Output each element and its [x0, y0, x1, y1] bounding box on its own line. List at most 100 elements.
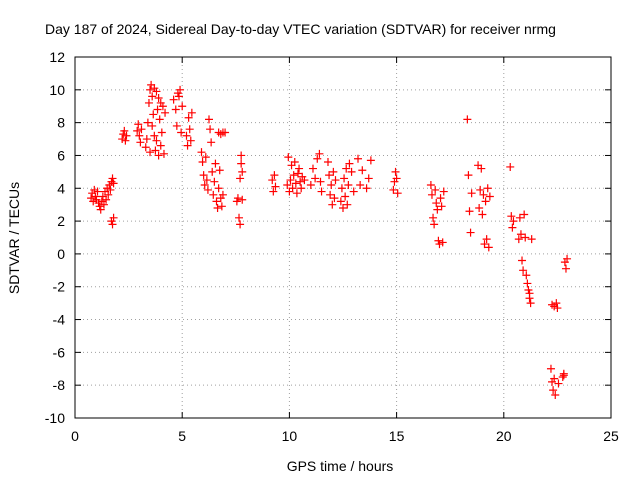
data-point: [429, 213, 438, 222]
data-point: [389, 185, 398, 194]
data-point: [308, 164, 317, 173]
data-point: [291, 179, 300, 188]
data-point: [347, 167, 356, 176]
plot-frame: [74, 56, 612, 419]
data-point: [527, 235, 536, 244]
data-point: [316, 177, 325, 186]
data-point: [148, 92, 157, 101]
data-point: [157, 128, 166, 137]
data-point: [354, 154, 363, 163]
data-point: [509, 217, 518, 226]
data-point: [519, 266, 528, 275]
data-point: [313, 154, 322, 163]
data-point: [337, 184, 346, 193]
data-point: [524, 286, 533, 295]
data-point: [238, 167, 247, 176]
axis-ticks: 0 5 10 15 20 25 -10 -8 -6 -4 -2 0 2 4 6 8 10 12: [45, 49, 619, 444]
data-point: [548, 300, 557, 309]
data-point: [205, 115, 213, 124]
x-tick-label: 15: [389, 428, 405, 444]
data-point: [476, 185, 485, 194]
data-point: [159, 149, 168, 158]
data-point: [286, 176, 295, 185]
grid-lines: [75, 57, 611, 418]
data-point: [331, 176, 340, 185]
data-point: [484, 243, 493, 252]
data-point: [288, 184, 297, 193]
data-point: [120, 126, 129, 135]
data-point: [466, 228, 475, 237]
data-point: [339, 203, 347, 212]
data-point: [549, 386, 558, 395]
data-point: [214, 184, 223, 193]
data-point: [550, 374, 559, 383]
data-point: [178, 102, 187, 111]
data-point: [341, 192, 350, 201]
data-point: [121, 136, 130, 145]
data-point: [343, 200, 352, 209]
data-point: [518, 256, 527, 265]
data-point: [521, 233, 530, 242]
data-point: [201, 153, 210, 162]
data-point: [91, 192, 100, 201]
data-point: [295, 164, 304, 173]
data-point: [108, 220, 117, 229]
data-point: [525, 289, 534, 298]
data-point: [151, 146, 160, 155]
data-point: [209, 190, 218, 199]
data-point: [96, 205, 105, 214]
data-point: [477, 164, 486, 173]
data-point: [475, 203, 484, 212]
data-point: [176, 85, 185, 94]
data-point: [271, 182, 280, 191]
data-point: [236, 174, 245, 183]
data-point: [482, 235, 491, 244]
data-point: [144, 98, 153, 107]
data-point: [507, 212, 516, 221]
data-point: [109, 179, 118, 188]
x-axis-title: GPS time / hours: [287, 458, 394, 474]
data-point: [328, 200, 337, 209]
y-tick-label: 12: [49, 49, 65, 65]
data-point: [366, 156, 375, 165]
data-point: [169, 95, 178, 104]
y-tick-label: -2: [53, 279, 66, 295]
data-point: [356, 180, 365, 189]
data-point: [430, 220, 439, 229]
data-point: [109, 213, 118, 222]
data-point: [483, 184, 492, 193]
data-point: [153, 105, 162, 114]
data-point: [289, 171, 298, 180]
data-point: [306, 180, 315, 189]
data-point: [142, 135, 151, 144]
data-point: [133, 126, 142, 135]
data-point: [554, 379, 563, 388]
data-point: [177, 128, 186, 137]
data-point: [432, 199, 441, 208]
data-point: [364, 174, 373, 183]
data-point: [506, 162, 515, 171]
data-point: [465, 207, 474, 216]
data-point: [344, 180, 353, 189]
data-point: [526, 299, 535, 308]
data-point: [340, 174, 349, 183]
data-point: [99, 200, 108, 209]
data-point: [206, 125, 215, 134]
y-tick-label: -10: [45, 410, 65, 426]
data-point: [326, 190, 335, 199]
x-tick-label: 25: [603, 428, 619, 444]
data-point: [464, 171, 473, 180]
data-point: [520, 210, 529, 219]
data-point: [558, 372, 567, 381]
data-point: [297, 184, 306, 193]
y-tick-label: -6: [53, 344, 66, 360]
data-point: [235, 213, 244, 222]
data-point: [122, 131, 131, 140]
data-point: [215, 166, 224, 175]
data-point: [485, 192, 494, 201]
data-point: [210, 177, 219, 186]
data-point: [200, 180, 209, 189]
data-point: [434, 236, 443, 245]
data-point: [480, 240, 489, 249]
data-point: [551, 391, 560, 400]
